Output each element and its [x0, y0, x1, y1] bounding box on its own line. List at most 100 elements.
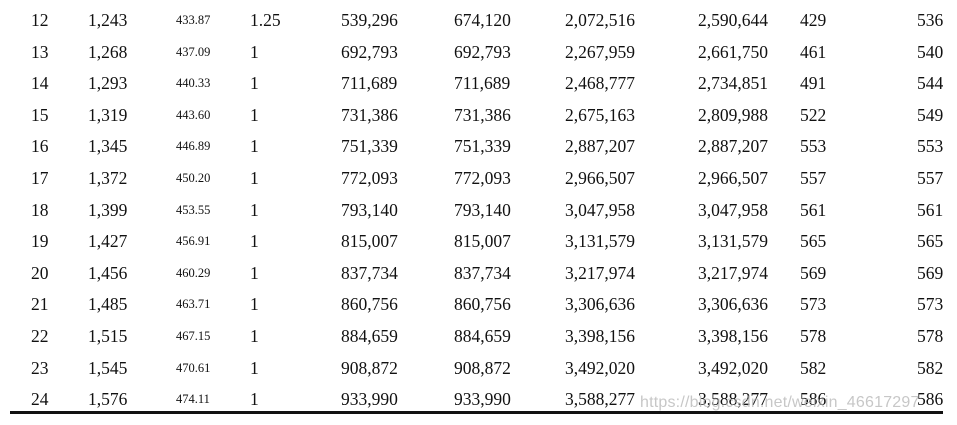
cell-value-f: 2,966,507 [698, 167, 768, 188]
cell-value-f: 3,492,020 [698, 357, 768, 378]
cell-value-b: 440.33 [176, 76, 211, 91]
cell-value-e: 2,675,163 [565, 104, 635, 125]
cell-value-e: 2,887,207 [565, 136, 635, 157]
cell-period: 13 [31, 41, 49, 62]
cell-value-b: 450.20 [176, 170, 211, 185]
cell-value-e: 3,398,156 [565, 325, 635, 346]
table-row: 21 1,485 463.71 1 860,756 860,756 3,306,636 3,3… [0, 289, 957, 321]
cell-value-c: 908,872 [341, 357, 398, 378]
cell-value-e: 3,306,636 [565, 294, 635, 315]
cell-period: 15 [31, 104, 49, 125]
cell-value-g: 586 [800, 389, 827, 410]
cell-value-e: 3,131,579 [565, 231, 635, 252]
cell-value-a: 1,427 [88, 231, 128, 252]
cell-value-g: 578 [800, 325, 827, 346]
cell-factor: 1 [250, 73, 259, 94]
cell-value-c: 711,689 [341, 73, 398, 94]
cell-value-c: 731,386 [341, 104, 398, 125]
cell-factor: 1 [250, 389, 259, 410]
table-row: 13 1,268 437.09 1 692,793 692,793 2,267,959 2,6… [0, 37, 957, 69]
cell-value-e: 2,966,507 [565, 167, 635, 188]
cell-value-f: 3,306,636 [698, 294, 768, 315]
cell-value-d: 731,386 [454, 104, 511, 125]
cell-value-e: 2,468,777 [565, 73, 635, 94]
cell-value-b: 446.89 [176, 139, 211, 154]
cell-factor: 1 [250, 136, 259, 157]
cell-value-h: 536 [917, 10, 944, 30]
cell-value-f: 3,131,579 [698, 231, 768, 252]
cell-period: 23 [31, 357, 49, 378]
cell-value-c: 815,007 [341, 231, 398, 252]
cell-value-a: 1,345 [88, 136, 128, 157]
cell-factor: 1 [250, 357, 259, 378]
cell-period: 19 [31, 231, 49, 252]
cell-period: 18 [31, 199, 49, 220]
cell-value-h: 553 [917, 136, 944, 157]
cell-value-h: 549 [917, 104, 944, 125]
cell-period: 24 [31, 389, 49, 410]
cell-value-f: 2,661,750 [698, 41, 768, 62]
cell-value-d: 674,120 [454, 10, 511, 30]
cell-value-d: 815,007 [454, 231, 511, 252]
cell-value-c: 884,659 [341, 325, 398, 346]
cell-period: 22 [31, 325, 49, 346]
table-row: 23 1,545 470.61 1 908,872 908,872 3,492,020 3,4… [0, 353, 957, 385]
cell-factor: 1 [250, 325, 259, 346]
cell-value-a: 1,399 [88, 199, 128, 220]
cell-value-h: 544 [917, 73, 944, 94]
data-table-container: 12 1,243 433.87 1.25 539,296 674,120 2,072,516… [0, 5, 957, 416]
cell-value-f: 2,734,851 [698, 73, 768, 94]
cell-value-f: 2,809,988 [698, 104, 768, 125]
cell-value-h: 561 [917, 199, 944, 220]
cell-value-b: 433.87 [176, 13, 211, 27]
cell-value-g: 461 [800, 41, 827, 62]
cell-value-g: 557 [800, 167, 827, 188]
cell-value-g: 491 [800, 73, 827, 94]
cell-value-c: 539,296 [341, 10, 398, 30]
cell-value-f: 3,398,156 [698, 325, 768, 346]
cell-value-c: 772,093 [341, 167, 398, 188]
cell-value-a: 1,515 [88, 325, 128, 346]
cell-value-g: 565 [800, 231, 827, 252]
cell-value-f: 2,887,207 [698, 136, 768, 157]
cell-value-d: 772,093 [454, 167, 511, 188]
cell-value-c: 793,140 [341, 199, 398, 220]
cell-value-d: 933,990 [454, 389, 511, 410]
cell-value-a: 1,319 [88, 104, 128, 125]
cell-value-c: 860,756 [341, 294, 398, 315]
cell-value-h: 557 [917, 167, 944, 188]
table-bottom-rule [10, 411, 943, 414]
cell-value-b: 467.15 [176, 328, 211, 343]
cell-value-a: 1,243 [88, 10, 128, 30]
cell-value-a: 1,293 [88, 73, 128, 94]
cell-value-d: 711,689 [454, 73, 511, 94]
cell-value-h: 586 [917, 389, 944, 410]
cell-value-h: 582 [917, 357, 944, 378]
cell-value-h: 569 [917, 262, 944, 283]
cell-value-b: 437.09 [176, 44, 211, 59]
cell-value-e: 2,267,959 [565, 41, 635, 62]
cell-period: 21 [31, 294, 49, 315]
cell-value-h: 565 [917, 231, 944, 252]
cell-factor: 1 [250, 104, 259, 125]
cell-value-b: 460.29 [176, 265, 211, 280]
cell-factor: 1.25 [250, 10, 281, 30]
cell-value-d: 751,339 [454, 136, 511, 157]
table-body: 12 1,243 433.87 1.25 539,296 674,120 2,072,516… [0, 5, 957, 416]
cell-period: 16 [31, 136, 49, 157]
cell-value-d: 860,756 [454, 294, 511, 315]
cell-value-d: 793,140 [454, 199, 511, 220]
cell-value-g: 569 [800, 262, 827, 283]
cell-factor: 1 [250, 262, 259, 283]
cell-value-c: 933,990 [341, 389, 398, 410]
table-row: 19 1,427 456.91 1 815,007 815,007 3,131,579 3,1… [0, 226, 957, 258]
cell-value-a: 1,485 [88, 294, 128, 315]
cell-value-g: 573 [800, 294, 827, 315]
cell-value-g: 553 [800, 136, 827, 157]
cell-value-b: 470.61 [176, 360, 211, 375]
table-row: 24 1,576 474.11 1 933,990 933,990 3,588,277 3,5… [0, 384, 957, 416]
cell-value-d: 884,659 [454, 325, 511, 346]
cell-factor: 1 [250, 167, 259, 188]
cell-value-e: 3,492,020 [565, 357, 635, 378]
cell-value-b: 453.55 [176, 202, 211, 217]
